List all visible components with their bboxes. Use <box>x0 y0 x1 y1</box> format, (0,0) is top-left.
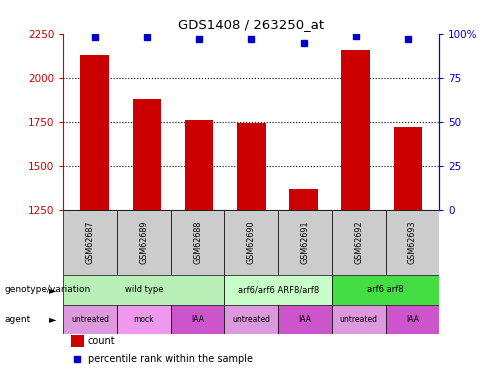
Text: IAA: IAA <box>406 315 419 324</box>
Text: mock: mock <box>134 315 154 324</box>
Bar <box>224 275 332 304</box>
Text: percentile rank within the sample: percentile rank within the sample <box>88 354 253 364</box>
Bar <box>237 123 265 210</box>
Bar <box>341 50 370 210</box>
Bar <box>224 304 278 334</box>
Bar <box>332 304 386 334</box>
Text: untreated: untreated <box>340 315 378 324</box>
Bar <box>117 210 171 275</box>
Text: GSM62690: GSM62690 <box>247 220 256 264</box>
Bar <box>289 189 318 210</box>
Bar <box>171 210 224 275</box>
Text: untreated: untreated <box>71 315 109 324</box>
Bar <box>386 210 439 275</box>
Text: arf6 arf8: arf6 arf8 <box>367 285 404 294</box>
Bar <box>393 127 422 210</box>
Text: GSM62692: GSM62692 <box>354 220 363 264</box>
Text: IAA: IAA <box>299 315 311 324</box>
Text: GSM62687: GSM62687 <box>86 220 95 264</box>
Bar <box>224 210 278 275</box>
Bar <box>278 304 332 334</box>
Text: agent: agent <box>5 315 31 324</box>
Text: ►: ► <box>49 285 56 295</box>
Bar <box>63 210 117 275</box>
Bar <box>63 304 117 334</box>
Bar <box>386 304 439 334</box>
Text: GSM62691: GSM62691 <box>301 220 309 264</box>
Text: GSM62689: GSM62689 <box>140 220 148 264</box>
Text: GSM62693: GSM62693 <box>408 220 417 264</box>
Bar <box>117 304 171 334</box>
Bar <box>133 99 162 210</box>
Text: wild type: wild type <box>125 285 163 294</box>
Bar <box>63 275 224 304</box>
Text: IAA: IAA <box>191 315 204 324</box>
Title: GDS1408 / 263250_at: GDS1408 / 263250_at <box>178 18 325 31</box>
Text: untreated: untreated <box>232 315 270 324</box>
Bar <box>81 55 109 210</box>
Bar <box>332 275 439 304</box>
Bar <box>332 210 386 275</box>
Bar <box>71 335 84 347</box>
Text: arf6/arf6 ARF8/arf8: arf6/arf6 ARF8/arf8 <box>238 285 319 294</box>
Text: GSM62688: GSM62688 <box>193 221 202 264</box>
Bar <box>171 304 224 334</box>
Bar <box>278 210 332 275</box>
Text: genotype/variation: genotype/variation <box>5 285 91 294</box>
Text: count: count <box>88 336 116 346</box>
Bar <box>185 120 213 210</box>
Text: ►: ► <box>49 314 56 324</box>
